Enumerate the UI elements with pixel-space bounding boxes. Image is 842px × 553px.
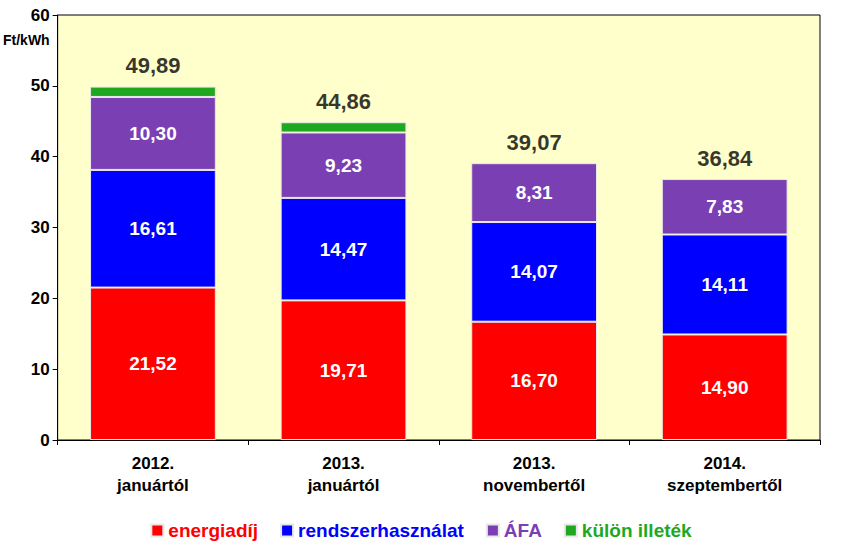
svg-text:36,84: 36,84	[697, 146, 753, 171]
svg-text:0: 0	[40, 431, 49, 450]
svg-text:50: 50	[31, 76, 50, 95]
svg-text:19,71: 19,71	[320, 360, 368, 381]
svg-text:9,23: 9,23	[325, 155, 362, 176]
svg-text:energiadíj: energiadíj	[168, 520, 258, 541]
svg-text:14,47: 14,47	[320, 239, 368, 260]
svg-text:januártól: januártól	[307, 476, 380, 495]
svg-text:2014.: 2014.	[703, 454, 746, 473]
svg-text:10: 10	[31, 360, 50, 379]
svg-text:2013.: 2013.	[322, 454, 365, 473]
svg-text:Ft/kWh: Ft/kWh	[3, 32, 50, 48]
svg-text:44,86: 44,86	[316, 89, 371, 114]
svg-text:novembertől: novembertől	[483, 476, 585, 495]
svg-text:21,52: 21,52	[129, 353, 177, 374]
svg-text:szeptembertől: szeptembertől	[667, 476, 782, 495]
svg-text:16,70: 16,70	[510, 370, 558, 391]
svg-text:20: 20	[31, 289, 50, 308]
svg-text:2013.: 2013.	[513, 454, 556, 473]
svg-text:10,30: 10,30	[129, 123, 177, 144]
svg-text:14,11: 14,11	[701, 274, 748, 295]
svg-text:14,07: 14,07	[510, 261, 558, 282]
svg-text:40: 40	[31, 147, 50, 166]
svg-text:49,89: 49,89	[125, 53, 180, 78]
svg-text:2012.: 2012.	[132, 454, 175, 473]
svg-text:külön illeték: külön illeték	[582, 520, 692, 541]
svg-text:60: 60	[31, 6, 50, 25]
svg-text:rendszerhasználat: rendszerhasználat	[298, 520, 464, 541]
svg-text:16,61: 16,61	[129, 218, 177, 239]
svg-text:14,90: 14,90	[701, 377, 749, 398]
svg-text:7,83: 7,83	[706, 196, 743, 217]
svg-text:39,07: 39,07	[507, 130, 562, 155]
svg-text:ÁFA: ÁFA	[504, 520, 542, 541]
svg-text:30: 30	[31, 218, 50, 237]
svg-text:januártól: januártól	[116, 476, 189, 495]
svg-text:8,31: 8,31	[516, 182, 553, 203]
